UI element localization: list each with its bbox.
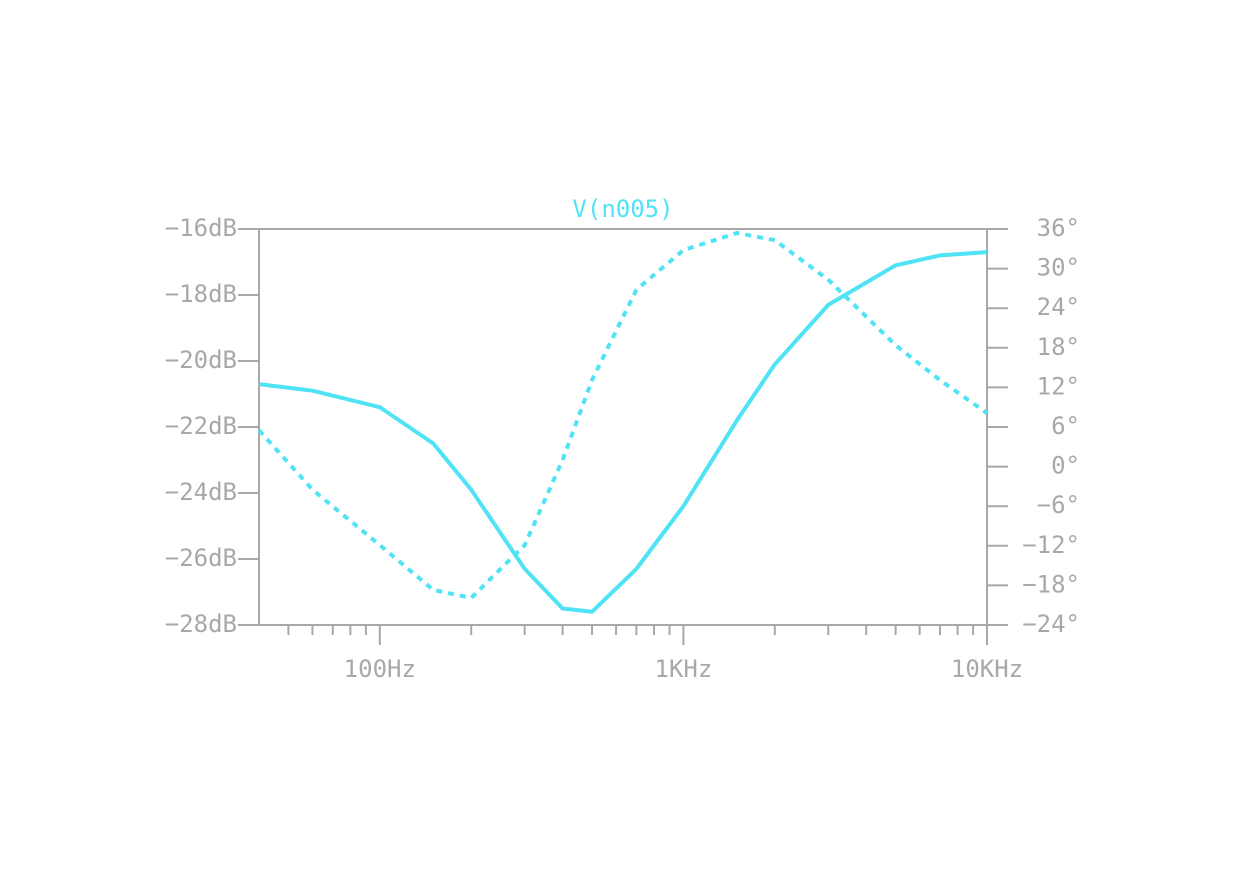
x-tick-label: 100Hz	[344, 655, 416, 683]
y2-tick-label: 24°	[1037, 293, 1080, 321]
x-tick-label: 10KHz	[951, 655, 1023, 683]
y-tick-label: −28dB	[165, 610, 237, 638]
y-tick-label: −26dB	[165, 544, 237, 572]
y2-tick-label: 30°	[1037, 254, 1080, 282]
y2-tick-label: 36°	[1037, 214, 1080, 242]
series-line	[257, 231, 989, 600]
y2-tick-label: 18°	[1037, 333, 1080, 361]
y2-tick-label: 12°	[1037, 372, 1080, 400]
chart-title: V(n005)	[572, 195, 673, 223]
y-tick-label: −24dB	[165, 478, 237, 506]
y-tick-label: −20dB	[165, 346, 237, 374]
y2-tick-label: −6°	[1037, 491, 1080, 519]
plot-frame	[258, 228, 988, 626]
x-tick-label: 1KHz	[655, 655, 713, 683]
y2-tick-label: −18°	[1022, 570, 1080, 598]
y2-tick-label: 0°	[1051, 452, 1080, 480]
y2-tick-label: −12°	[1022, 531, 1080, 559]
y2-tick-label: −24°	[1022, 610, 1080, 638]
y-tick-label: −22dB	[165, 412, 237, 440]
series-line	[258, 250, 988, 614]
y-tick-label: −18dB	[165, 280, 237, 308]
y2-tick-label: 6°	[1051, 412, 1080, 440]
y-tick-label: −16dB	[165, 214, 237, 242]
